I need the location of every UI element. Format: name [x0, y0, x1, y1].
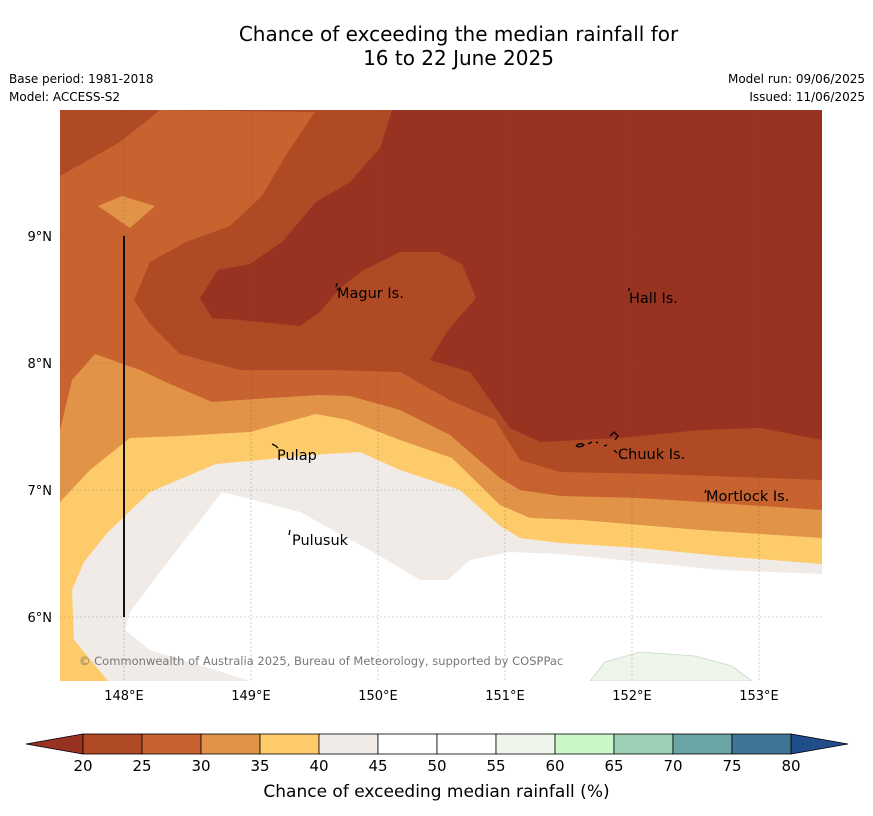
lon-label-153e: 153°E [739, 689, 779, 704]
right-meta: Model run: 09/06/2025 Issued: 11/06/2025 [728, 70, 865, 106]
colorbar-swatch [200, 733, 261, 755]
colorbar-swatch [259, 733, 320, 755]
island-outlines [271, 282, 707, 536]
colorbar: 20 25 30 35 40 45 50 55 60 65 70 75 80 [25, 733, 849, 775]
colorbar-swatch [495, 733, 556, 755]
band-below-20 [200, 110, 822, 442]
colorbar-swatch [731, 733, 792, 755]
colorbar-tick-label: 40 [309, 757, 328, 775]
lat-label-6n: 6°N [28, 611, 53, 626]
latitude-labels: 9°N 8°N 7°N 6°N [28, 230, 53, 626]
copyright-credit: © Commonwealth of Australia 2025, Bureau… [79, 654, 563, 668]
lat-label-7n: 7°N [28, 484, 53, 499]
contour-layer [60, 110, 822, 681]
colorbar-swatch [82, 733, 143, 755]
place-magur: Magur Is. [337, 286, 404, 302]
band-30-35-patch [98, 196, 155, 228]
base-period: Base period: 1981-2018 [9, 72, 154, 86]
colorbar-tick-label: 60 [545, 757, 564, 775]
title-line-1: Chance of exceeding the median rainfall … [238, 22, 679, 46]
place-chuuk: Chuuk Is. [618, 447, 685, 463]
colorbar-extend-low [25, 733, 84, 755]
lon-label-149e: 149°E [231, 689, 271, 704]
colorbar-extend-high [790, 733, 849, 755]
colorbar-tick-label: 70 [663, 757, 682, 775]
colorbar-tick-label: 20 [73, 757, 92, 775]
model-run: Model run: 09/06/2025 [727, 72, 865, 86]
place-pulusuk: Pulusuk [292, 533, 349, 549]
lon-label-151e: 151°E [485, 689, 525, 704]
colorbar-tick-label: 75 [722, 757, 741, 775]
colorbar-swatch [672, 733, 733, 755]
colorbar-swatch [318, 733, 379, 755]
colorbar-tick-label: 50 [427, 757, 446, 775]
colorbar-tick-label: 45 [368, 757, 387, 775]
left-meta: Base period: 1981-2018 Model: ACCESS-S2 [9, 70, 154, 106]
lat-label-9n: 9°N [28, 230, 53, 245]
issued-date: Issued: 11/06/2025 [749, 90, 865, 104]
colorbar-tick-label: 65 [604, 757, 623, 775]
band-45-55 [125, 492, 822, 681]
colorbar-swatch [377, 733, 438, 755]
colorbar-tick-label: 25 [132, 757, 151, 775]
place-hall: Hall Is. [629, 291, 678, 307]
colorbar-swatch [613, 733, 674, 755]
map-title: Chance of exceeding the median rainfall … [0, 22, 873, 70]
title-line-2: 16 to 22 June 2025 [363, 46, 554, 70]
model-name: Model: ACCESS-S2 [9, 90, 121, 104]
lon-label-148e: 148°E [104, 689, 144, 704]
colorbar-tick-label: 80 [781, 757, 800, 775]
colorbar-swatch [141, 733, 202, 755]
place-labels: Magur Is. Hall Is. Pulap Chuuk Is. Mortl… [277, 286, 789, 549]
colorbar-tick-label: 35 [250, 757, 269, 775]
colorbar-swatch [436, 733, 497, 755]
colorbar-label: Chance of exceeding median rainfall (%) [263, 782, 610, 802]
longitude-labels: 148°E 149°E 150°E 151°E 152°E 153°E [104, 689, 779, 704]
lon-label-152e: 152°E [612, 689, 652, 704]
place-pulap: Pulap [277, 448, 317, 464]
place-mortlock: Mortlock Is. [706, 489, 789, 505]
colorbar-tick-label: 30 [191, 757, 210, 775]
lat-label-8n: 8°N [28, 357, 53, 372]
colorbar-swatch [554, 733, 615, 755]
lon-label-150e: 150°E [358, 689, 398, 704]
colorbar-tick-label: 55 [486, 757, 505, 775]
band-55-60 [589, 651, 753, 681]
